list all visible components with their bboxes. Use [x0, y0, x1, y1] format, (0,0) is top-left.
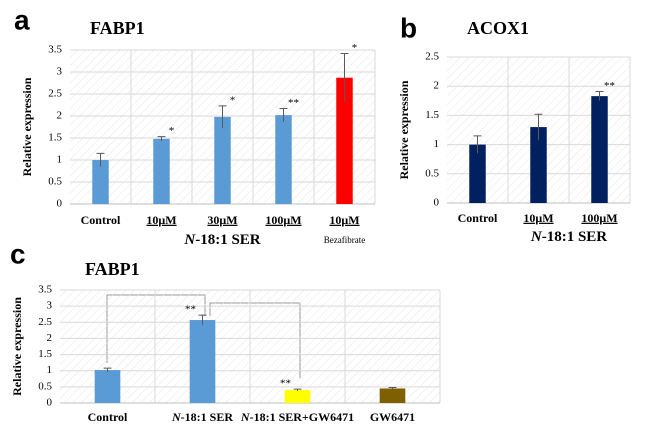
y-tick-label: 1.5	[48, 132, 62, 144]
significance-label: *	[230, 94, 236, 106]
panel-letter: c	[10, 238, 26, 269]
x-tick-label: 10μM	[146, 213, 176, 227]
x-tick-label: 10μM	[329, 213, 359, 227]
significance-label: **	[288, 97, 299, 109]
error-bar	[279, 108, 288, 122]
bar	[284, 390, 311, 403]
chart-title: FABP1	[85, 259, 140, 279]
significance-label: **	[604, 80, 615, 92]
y-tick-label: 0.5	[48, 176, 62, 188]
y-tick-label: 2.5	[425, 51, 439, 63]
y-tick-label: 1	[47, 364, 53, 376]
y-tick-label: 3.5	[38, 284, 52, 296]
category-note: Bezafibrate	[324, 235, 365, 245]
error-bar	[96, 152, 105, 167]
y-tick-label: 2	[47, 332, 53, 344]
y-tick-label: 2	[57, 110, 63, 122]
error-bar	[473, 135, 482, 154]
y-axis-label: Relative expression	[20, 77, 34, 176]
error-bar	[293, 388, 302, 392]
x-tick-label: GW6471	[370, 410, 415, 424]
bar	[214, 116, 231, 204]
x-tick-label: N-18:1 SER+GW6471	[240, 410, 354, 424]
panel-letter: a	[14, 4, 30, 35]
x-tick-label: Control	[88, 410, 128, 424]
bar	[379, 388, 406, 403]
error-bar	[340, 53, 349, 102]
significance-label: *	[169, 125, 175, 137]
y-axis-label: Relative expression	[397, 80, 411, 179]
bar	[92, 160, 109, 204]
error-bar	[218, 105, 227, 128]
error-bar	[595, 90, 604, 101]
x-tick-label: N-18:1 SER	[171, 410, 233, 424]
y-tick-label: 2	[434, 80, 440, 92]
y-tick-label: 0	[47, 397, 53, 409]
y-tick-label: 1.5	[38, 348, 52, 360]
y-tick-label: 2.5	[48, 88, 62, 100]
bar	[94, 370, 121, 403]
panel-letter: b	[400, 12, 417, 43]
error-bar	[388, 387, 397, 390]
bar	[591, 96, 608, 203]
y-tick-label: 0	[434, 197, 440, 209]
x-tick-label: 100μM	[265, 213, 301, 227]
significance-label: **	[185, 304, 196, 316]
y-tick-label: 3	[47, 300, 53, 312]
bar	[189, 320, 216, 403]
x-tick-label: Control	[81, 213, 121, 227]
y-tick-label: 3	[57, 66, 63, 78]
bar	[530, 127, 547, 203]
error-bar	[534, 113, 543, 140]
bar	[153, 138, 170, 204]
significance-label: **	[280, 378, 291, 390]
significance-label: *	[352, 42, 358, 54]
error-bar	[157, 136, 166, 142]
bar	[469, 144, 486, 203]
x-tick-label: 30μM	[207, 213, 237, 227]
chart-title: FABP1	[90, 18, 145, 38]
y-tick-label: 1.5	[425, 109, 439, 121]
y-tick-label: 0.5	[38, 380, 52, 392]
y-tick-label: 1	[57, 154, 63, 166]
y-tick-label: 2.5	[38, 316, 52, 328]
y-tick-label: 1	[434, 138, 440, 150]
y-axis-label: Relative expression	[10, 297, 24, 396]
error-bar	[103, 367, 112, 373]
chart-title: ACOX1	[467, 18, 529, 38]
x-tick-label: 10μM	[523, 211, 553, 225]
y-tick-label: 0	[57, 198, 63, 210]
y-tick-label: 3.5	[48, 44, 62, 56]
bar	[275, 115, 292, 204]
y-tick-label: 0.5	[425, 167, 439, 179]
group-label: N-18:1 SER	[530, 229, 607, 245]
bar	[336, 77, 353, 204]
x-tick-label: Control	[458, 211, 498, 225]
x-tick-label: 100μM	[581, 211, 617, 225]
group-label: N-18:1 SER	[183, 232, 260, 248]
error-bar	[198, 314, 207, 325]
